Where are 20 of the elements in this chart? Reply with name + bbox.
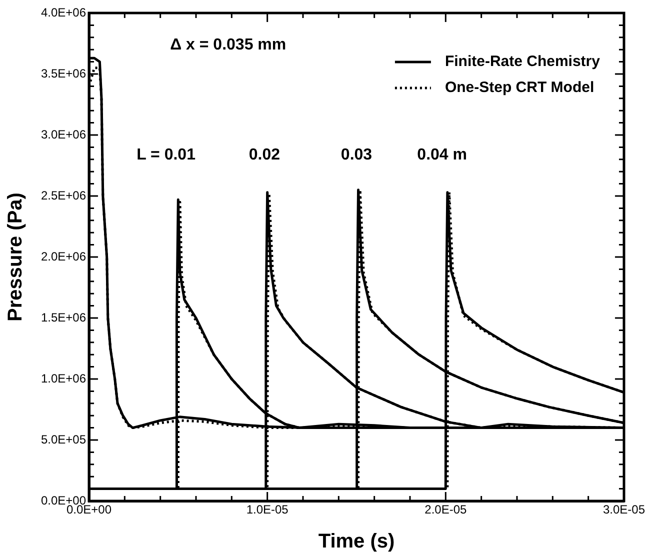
legend-label: One-Step CRT Model [444,79,594,96]
x-tick-label: 3.0E-05 [602,502,646,517]
y-tick-label: 3.5E+06 [40,66,86,80]
legend-label: Finite-Rate Chemistry [444,53,601,70]
annotation: 0.04 m [417,146,467,164]
x-axis-title: Time (s) [318,530,395,553]
y-tick-label: 1.5E+06 [40,310,86,324]
annotation: Δ x = 0.035 mm [170,36,286,54]
x-tick-label: 1.0E-05 [246,502,289,517]
annotation: 0.02 [248,146,280,164]
y-tick-label: 2.0E+06 [40,249,86,264]
x-tick-label: 2.0E-05 [424,502,467,517]
y-tick-label: 5.0E+05 [40,432,86,446]
y-tick-label: 1.0E+06 [40,371,86,386]
annotation: 0.03 [340,146,372,164]
y-tick-label: 3.0E+06 [40,127,86,142]
annotation: L = 0.01 [136,146,196,164]
y-tick-label: 2.5E+06 [40,188,86,202]
y-axis-title: Pressure (Pa) [4,192,27,322]
y-tick-label: 4.0E+06 [40,5,86,20]
